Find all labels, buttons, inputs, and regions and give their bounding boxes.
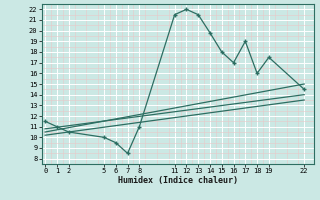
- X-axis label: Humidex (Indice chaleur): Humidex (Indice chaleur): [118, 176, 237, 185]
